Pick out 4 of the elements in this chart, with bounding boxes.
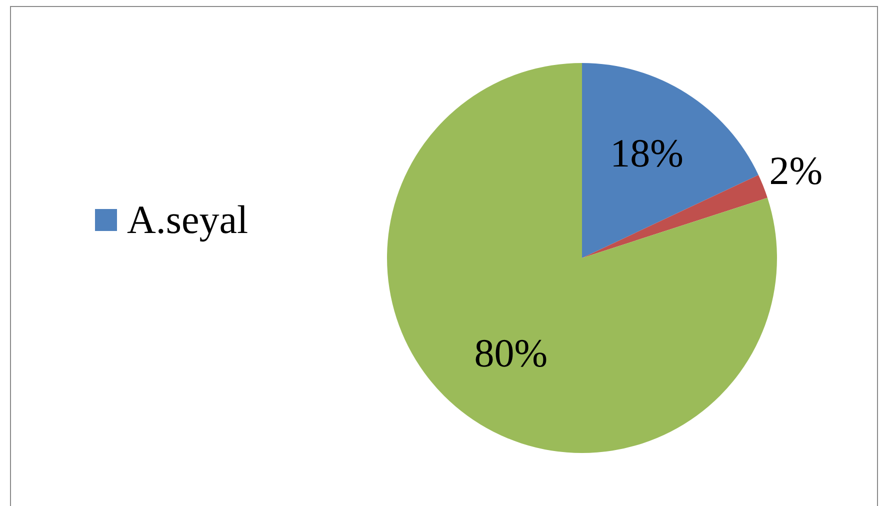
legend-label: A.seyal: [127, 196, 248, 243]
data-label: 2%: [769, 148, 823, 193]
data-label: 18%: [610, 130, 684, 176]
data-label: 80%: [474, 330, 548, 376]
